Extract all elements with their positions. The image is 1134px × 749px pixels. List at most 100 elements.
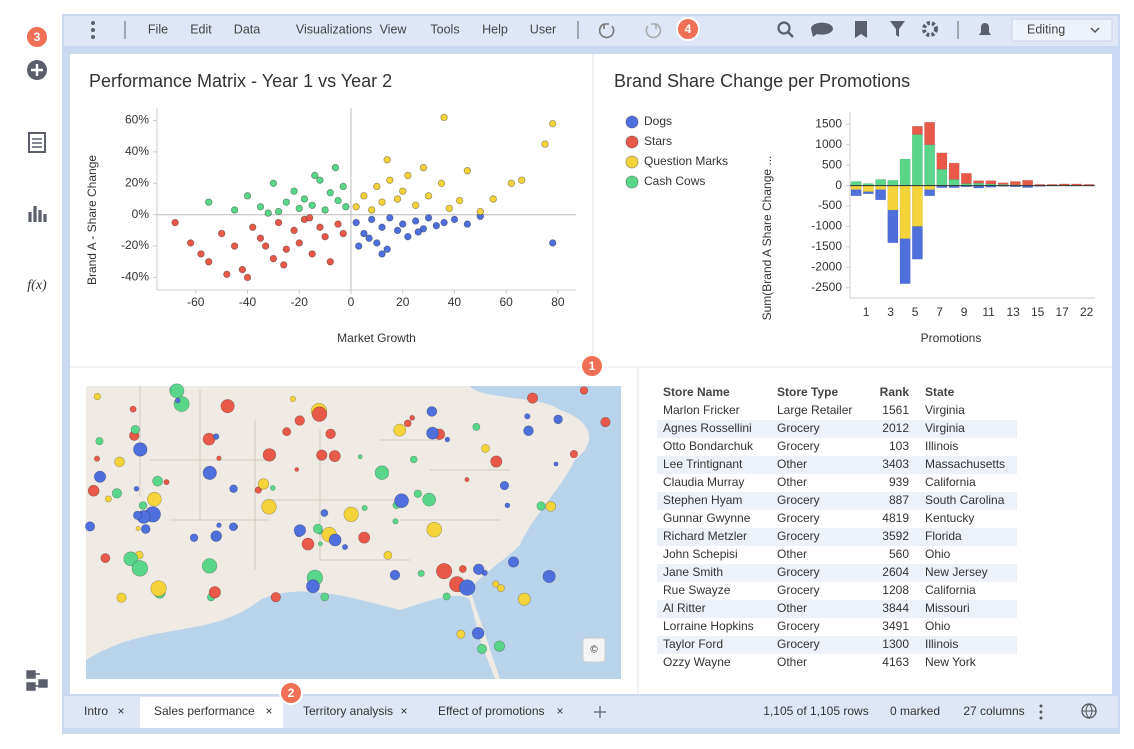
menu-item[interactable]: File: [148, 22, 168, 36]
redo-icon[interactable]: [645, 23, 662, 39]
map-marker[interactable]: [320, 592, 330, 602]
map-marker[interactable]: [131, 560, 149, 577]
map-marker[interactable]: [542, 569, 556, 583]
map-marker[interactable]: [422, 492, 437, 507]
map-marker[interactable]: [374, 465, 390, 480]
map-marker[interactable]: [320, 509, 329, 517]
map-marker[interactable]: [130, 425, 140, 435]
map-marker[interactable]: [579, 386, 589, 395]
map-marker[interactable]: [147, 492, 162, 507]
map-marker[interactable]: [85, 521, 96, 532]
map-marker[interactable]: [472, 422, 481, 431]
map-marker[interactable]: [306, 579, 320, 594]
map-marker[interactable]: [129, 405, 137, 413]
map-attribution-button[interactable]: [582, 637, 606, 663]
map-marker[interactable]: [492, 580, 500, 588]
map-marker[interactable]: [358, 531, 371, 544]
map-marker[interactable]: [229, 484, 238, 493]
map-marker[interactable]: [294, 467, 300, 472]
map-marker[interactable]: [208, 586, 221, 599]
map-marker[interactable]: [477, 643, 488, 654]
map-marker[interactable]: [410, 455, 418, 464]
notifications-icon[interactable]: [979, 23, 991, 35]
close-tab[interactable]: ×: [117, 704, 124, 718]
map-marker[interactable]: [490, 455, 503, 468]
map-marker[interactable]: [600, 416, 611, 428]
map-marker[interactable]: [201, 558, 218, 574]
bookmark-icon[interactable]: [855, 21, 867, 38]
settings-icon[interactable]: [922, 21, 938, 37]
function-icon[interactable]: f(x): [27, 278, 47, 293]
menu-item[interactable]: Tools: [430, 22, 459, 36]
map-marker[interactable]: [210, 530, 222, 542]
sheet-tab[interactable]: Intro: [84, 704, 108, 718]
map-marker[interactable]: [174, 397, 181, 404]
legend-label[interactable]: Stars: [644, 134, 672, 148]
map-marker[interactable]: [545, 501, 556, 512]
map-marker[interactable]: [152, 475, 163, 487]
sheet-tab[interactable]: Territory analysis: [303, 704, 393, 718]
structure-icon[interactable]: [26, 670, 48, 691]
map-marker[interactable]: [328, 533, 342, 547]
map-marker[interactable]: [527, 392, 539, 404]
map-marker[interactable]: [444, 436, 451, 443]
undo-icon[interactable]: [598, 23, 615, 39]
data-icon[interactable]: [28, 132, 46, 153]
menu-item[interactable]: View: [380, 22, 408, 36]
map-marker[interactable]: [316, 449, 328, 461]
map-marker[interactable]: [553, 414, 563, 425]
map-marker[interactable]: [133, 485, 140, 492]
map-marker[interactable]: [458, 565, 467, 573]
map-marker[interactable]: [383, 550, 393, 560]
map-marker[interactable]: [507, 556, 520, 568]
map-marker[interactable]: [394, 493, 409, 508]
map-marker[interactable]: [409, 415, 416, 421]
map-marker[interactable]: [553, 461, 559, 467]
map-marker[interactable]: [504, 502, 511, 509]
map-marker[interactable]: [150, 580, 167, 597]
map-marker[interactable]: [459, 579, 476, 596]
map-marker[interactable]: [138, 501, 148, 510]
map-marker[interactable]: [104, 495, 112, 503]
map-marker[interactable]: [517, 592, 531, 606]
map-marker[interactable]: [270, 485, 276, 491]
map-marker[interactable]: [95, 437, 104, 446]
legend-label[interactable]: Dogs: [644, 114, 672, 128]
visualizations-icon[interactable]: [28, 206, 47, 222]
map-marker[interactable]: [471, 627, 485, 640]
map-marker[interactable]: [403, 419, 412, 428]
map-marker[interactable]: [569, 449, 578, 459]
map-marker[interactable]: [202, 432, 216, 446]
map-marker[interactable]: [426, 406, 438, 417]
map-marker[interactable]: [524, 413, 531, 420]
filter-icon[interactable]: [890, 21, 905, 37]
map-marker[interactable]: [111, 488, 123, 499]
map-marker[interactable]: [202, 465, 217, 480]
map-marker[interactable]: [473, 563, 485, 575]
map-marker[interactable]: [163, 479, 170, 486]
menu-item[interactable]: Data: [234, 22, 260, 36]
map-marker[interactable]: [282, 427, 292, 437]
map-marker[interactable]: [114, 456, 125, 468]
add-tab[interactable]: [594, 706, 606, 718]
map-marker[interactable]: [426, 521, 442, 538]
menu-item[interactable]: Help: [482, 22, 508, 36]
map-marker[interactable]: [357, 454, 363, 460]
collaboration-icon[interactable]: [810, 22, 833, 37]
map-marker[interactable]: [536, 501, 546, 511]
map-marker[interactable]: [294, 415, 305, 426]
legend-label[interactable]: Cash Cows: [644, 174, 705, 188]
close-tab[interactable]: ×: [265, 704, 272, 718]
map-marker[interactable]: [93, 392, 102, 401]
map-marker[interactable]: [413, 489, 422, 498]
map-marker[interactable]: [261, 499, 277, 515]
map-marker[interactable]: [464, 477, 470, 483]
map-marker[interactable]: [417, 569, 425, 577]
map-marker[interactable]: [228, 522, 238, 532]
map-marker[interactable]: [496, 584, 505, 593]
map-marker[interactable]: [456, 629, 466, 639]
map-marker[interactable]: [135, 526, 141, 532]
map-marker[interactable]: [123, 551, 139, 567]
map-marker[interactable]: [342, 544, 349, 551]
map-marker[interactable]: [270, 592, 281, 603]
